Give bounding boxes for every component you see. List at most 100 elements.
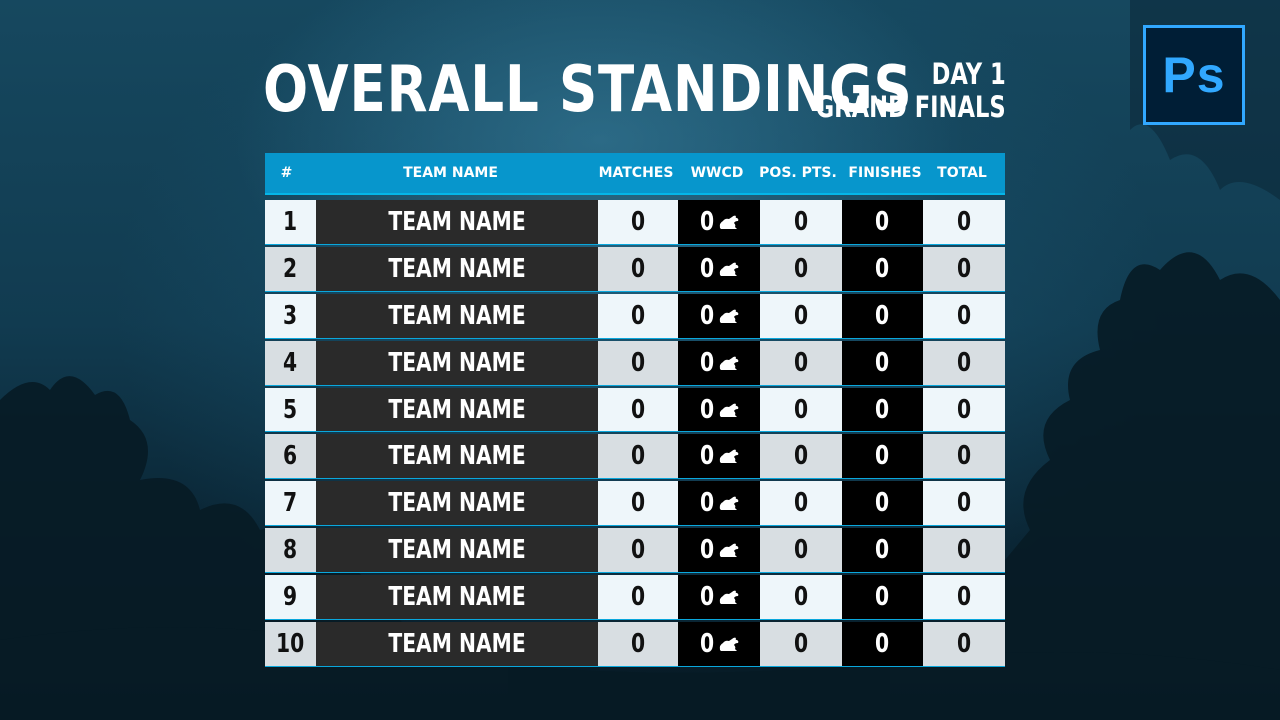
- wwcd-value: 0: [699, 347, 715, 378]
- pos-pts-value: 0: [793, 441, 809, 472]
- matches-value: 0: [630, 441, 646, 472]
- total-cell: 0: [923, 387, 1005, 432]
- event-label: GRAND FINALS: [815, 90, 1006, 124]
- team-name: TEAM NAME: [388, 347, 526, 378]
- matches-cell: 0: [598, 293, 678, 338]
- wwcd-cell: 0: [678, 575, 760, 620]
- matches-value: 0: [630, 347, 646, 378]
- pos-pts-cell: 0: [760, 481, 842, 526]
- matches-value: 0: [630, 206, 646, 237]
- wwcd-value: 0: [699, 394, 715, 425]
- finishes-cell: 0: [842, 340, 923, 385]
- wwcd-cell: 0: [678, 387, 760, 432]
- pos-pts-value: 0: [793, 206, 809, 237]
- total-cell: 0: [923, 340, 1005, 385]
- matches-value: 0: [630, 253, 646, 284]
- col-rank-header: #: [280, 165, 293, 181]
- matches-cell: 0: [598, 200, 678, 244]
- rank-value: 1: [283, 206, 298, 237]
- table-row: 8 TEAM NAME 0 0 0 0 0: [265, 528, 1005, 574]
- wwcd-value: 0: [699, 300, 715, 331]
- pos-pts-cell: 0: [760, 528, 842, 573]
- wwcd-cell: 0: [678, 200, 760, 244]
- photoshop-logo-icon: Ps: [1143, 25, 1245, 125]
- finishes-value: 0: [875, 300, 890, 331]
- rank-cell: 1: [265, 200, 316, 244]
- page-title: OVERALL STANDINGS: [263, 53, 913, 127]
- standings-table: # TEAM NAME MATCHES WWCD POS. PTS. FINIS…: [265, 153, 1005, 669]
- chicken-icon: [719, 309, 739, 323]
- wwcd-value: 0: [699, 206, 715, 237]
- wwcd-value: 0: [699, 253, 715, 284]
- col-pos-pts-header: POS. PTS.: [759, 165, 837, 181]
- rank-cell: 8: [265, 528, 316, 573]
- team-name-cell: TEAM NAME: [316, 293, 598, 338]
- matches-cell: 0: [598, 246, 678, 291]
- rank-cell: 5: [265, 387, 316, 432]
- table-row: 4 TEAM NAME 0 0 0 0 0: [265, 340, 1005, 386]
- rank-value: 7: [283, 488, 298, 519]
- matches-cell: 0: [598, 387, 678, 432]
- team-name-cell: TEAM NAME: [316, 434, 598, 479]
- table-row: 3 TEAM NAME 0 0 0 0 0: [265, 293, 1005, 339]
- finishes-cell: 0: [842, 575, 923, 620]
- matches-value: 0: [630, 394, 646, 425]
- col-finishes-header: FINISHES: [848, 165, 922, 181]
- pos-pts-cell: 0: [760, 575, 842, 620]
- finishes-cell: 0: [842, 434, 923, 479]
- team-name: TEAM NAME: [388, 535, 526, 566]
- finishes-cell: 0: [842, 387, 923, 432]
- rank-value: 6: [283, 441, 298, 472]
- finishes-cell: 0: [842, 200, 923, 244]
- finishes-value: 0: [875, 628, 890, 659]
- table-row: 7 TEAM NAME 0 0 0 0 0: [265, 481, 1005, 527]
- finishes-cell: 0: [842, 481, 923, 526]
- day-label: DAY 1: [931, 57, 1006, 91]
- wwcd-value: 0: [699, 488, 715, 519]
- team-name-cell: TEAM NAME: [316, 246, 598, 291]
- col-total-header: TOTAL: [937, 165, 987, 181]
- total-cell: 0: [923, 293, 1005, 338]
- event-subtitle: DAY 1 GRAND FINALS: [762, 58, 1006, 124]
- pos-pts-value: 0: [793, 582, 809, 613]
- team-name: TEAM NAME: [388, 582, 526, 613]
- wwcd-cell: 0: [678, 528, 760, 573]
- matches-value: 0: [630, 628, 646, 659]
- chicken-icon: [719, 496, 739, 511]
- rank-cell: 7: [265, 481, 316, 526]
- rank-cell: 6: [265, 434, 316, 479]
- chicken-icon: [719, 215, 739, 229]
- team-name: TEAM NAME: [388, 441, 526, 472]
- pos-pts-value: 0: [793, 628, 809, 659]
- total-value: 0: [956, 488, 972, 519]
- total-cell: 0: [923, 528, 1005, 573]
- table-body: 1 TEAM NAME 0 0 0 0 0 2 TEAM NAME 0 0 0 0 0 3 TEAM NAME…: [265, 200, 1005, 667]
- total-cell: 0: [923, 434, 1005, 479]
- total-value: 0: [956, 628, 972, 659]
- team-name-cell: TEAM NAME: [316, 387, 598, 432]
- total-value: 0: [956, 535, 972, 566]
- table-header: # TEAM NAME MATCHES WWCD POS. PTS. FINIS…: [265, 153, 1005, 193]
- col-matches-header: MATCHES: [598, 165, 674, 181]
- team-name: TEAM NAME: [388, 206, 526, 237]
- matches-value: 0: [630, 488, 646, 519]
- finishes-cell: 0: [842, 293, 923, 338]
- team-name: TEAM NAME: [388, 300, 526, 331]
- total-value: 0: [956, 300, 972, 331]
- matches-cell: 0: [598, 340, 678, 385]
- total-value: 0: [956, 582, 972, 613]
- total-cell: 0: [923, 622, 1005, 666]
- pos-pts-cell: 0: [760, 387, 842, 432]
- chicken-icon: [719, 637, 739, 651]
- col-wwcd-header: WWCD: [690, 165, 744, 181]
- wwcd-cell: 0: [678, 246, 760, 291]
- table-row: 1 TEAM NAME 0 0 0 0 0: [265, 200, 1005, 245]
- matches-value: 0: [630, 300, 646, 331]
- matches-value: 0: [630, 535, 646, 566]
- pos-pts-value: 0: [793, 488, 809, 519]
- wwcd-value: 0: [699, 582, 715, 613]
- team-name-cell: TEAM NAME: [316, 200, 598, 244]
- team-name: TEAM NAME: [388, 628, 526, 659]
- finishes-value: 0: [875, 394, 890, 425]
- pos-pts-value: 0: [793, 347, 809, 378]
